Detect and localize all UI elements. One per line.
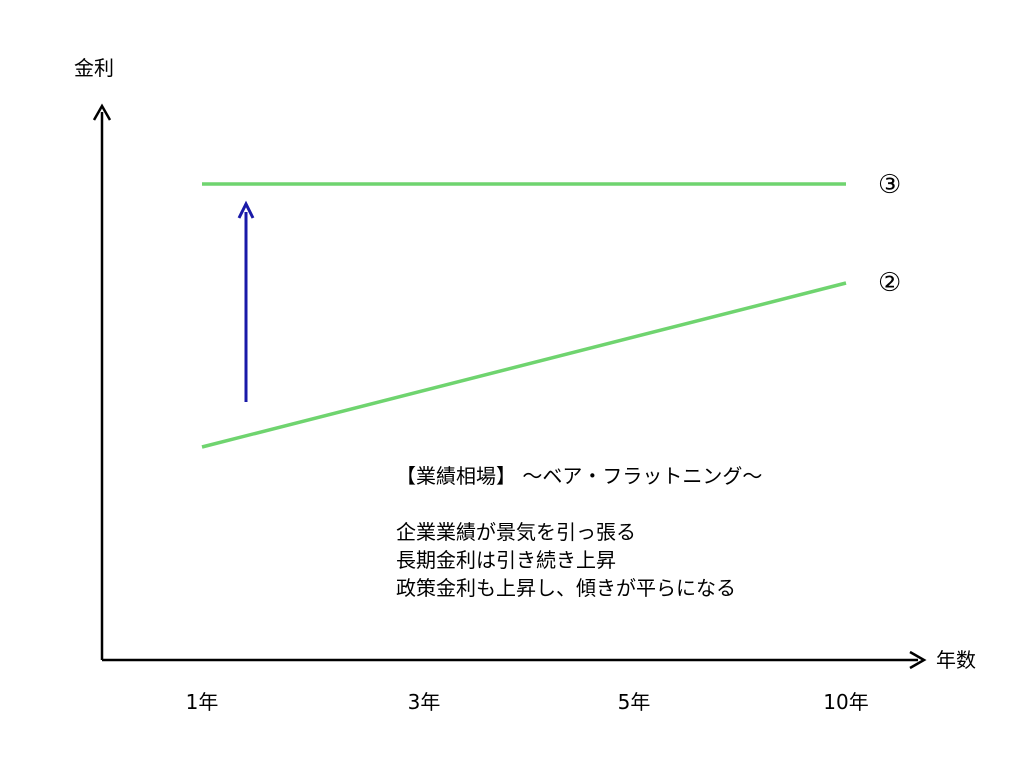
- y-axis-label: 金利: [74, 56, 114, 80]
- x-axis-label: 年数: [936, 648, 976, 672]
- x-tick-3y: 3年: [407, 690, 441, 714]
- x-tick-5y: 5年: [617, 690, 651, 714]
- description-box: 【業績相場】 ～ベア・フラットニング～ 企業業績が景気を引っ張る 長期金利は引き…: [396, 462, 762, 602]
- rate-rise-arrowhead: [237, 200, 255, 219]
- x-tick-10y: 10年: [823, 690, 869, 714]
- y-axis-arrowhead: [92, 103, 112, 121]
- curve-3-label: ③: [878, 170, 902, 200]
- caption-line: 企業業績が景気を引っ張る: [396, 520, 636, 544]
- yield-curve-2: [201, 281, 847, 449]
- caption-line: 長期金利は引き続き上昇: [396, 548, 616, 572]
- x-tick-1y: 1年: [185, 690, 219, 714]
- caption-line: 政策金利も上昇し、傾きが平らになる: [396, 576, 736, 600]
- caption-heading: 【業績相場】 ～ベア・フラットニング～: [396, 464, 763, 488]
- x-axis-arrowhead: [909, 650, 927, 670]
- curve-2-label: ②: [878, 268, 902, 298]
